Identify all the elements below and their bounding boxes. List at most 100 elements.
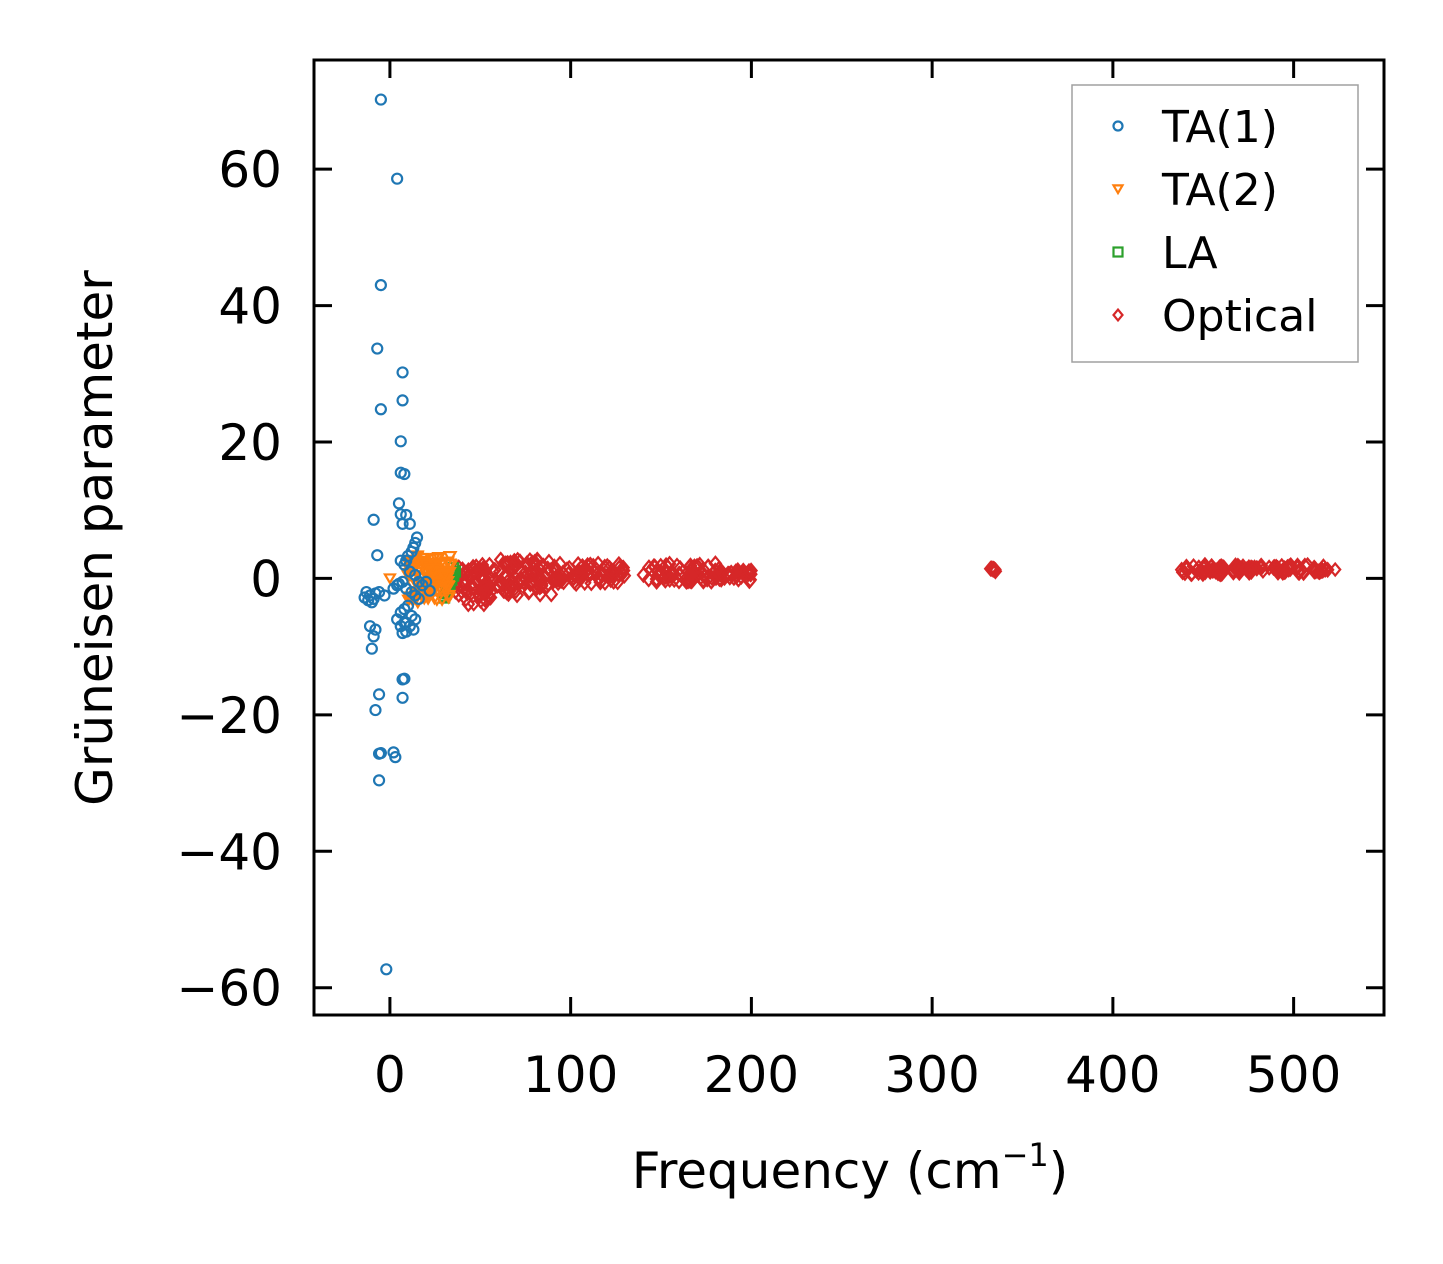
point-optical bbox=[605, 564, 619, 581]
point-ta1 bbox=[396, 517, 409, 530]
point-optical bbox=[708, 562, 723, 579]
point-optical bbox=[1175, 563, 1190, 581]
point-optical bbox=[533, 586, 548, 603]
point-optical bbox=[478, 563, 493, 580]
point-ta1 bbox=[409, 589, 422, 602]
point-optical bbox=[684, 565, 699, 583]
point-optical bbox=[584, 574, 599, 592]
point-optical bbox=[1244, 563, 1259, 581]
point-ta2 bbox=[382, 573, 397, 586]
y-tick-label: 0 bbox=[250, 550, 282, 608]
point-ta1 bbox=[394, 606, 407, 619]
point-optical bbox=[555, 564, 570, 582]
legend-marker bbox=[1111, 184, 1125, 196]
point-optical bbox=[682, 565, 697, 583]
point-optical bbox=[611, 555, 626, 573]
point-optical bbox=[493, 551, 508, 568]
y-tick-label: 20 bbox=[218, 414, 282, 472]
point-optical bbox=[523, 567, 538, 584]
y-tick-label: 40 bbox=[218, 278, 282, 336]
point-ta2 bbox=[441, 592, 457, 605]
point-optical bbox=[574, 558, 589, 576]
point-optical bbox=[728, 563, 743, 580]
point-ta2 bbox=[415, 552, 430, 565]
y-axis-label: Grüneisen parameter bbox=[66, 270, 124, 806]
point-ta1 bbox=[423, 584, 436, 597]
point-ta1 bbox=[407, 623, 420, 636]
y-tick-label: −60 bbox=[176, 960, 282, 1018]
point-ta1 bbox=[401, 599, 415, 612]
point-ta2 bbox=[440, 556, 456, 570]
point-ta1 bbox=[403, 517, 416, 530]
point-ta1 bbox=[412, 592, 425, 605]
point-ta1 bbox=[367, 513, 380, 526]
point-ta1 bbox=[396, 394, 409, 407]
x-axis-label-text: Frequency (cm bbox=[632, 1142, 1002, 1200]
point-ta1 bbox=[391, 172, 404, 185]
legend-marker bbox=[1112, 246, 1124, 258]
point-optical bbox=[513, 570, 528, 587]
plot-frame bbox=[312, 58, 1386, 1017]
point-ta1 bbox=[409, 568, 422, 582]
point-optical bbox=[527, 553, 542, 571]
x-tick-label: 300 bbox=[884, 1046, 979, 1104]
point-optical bbox=[505, 558, 519, 576]
point-ta1 bbox=[371, 549, 384, 562]
legend-label: Optical bbox=[1162, 291, 1317, 342]
y-tick-label: −40 bbox=[176, 823, 282, 881]
point-ta1 bbox=[367, 630, 380, 643]
point-optical bbox=[461, 595, 476, 613]
x-tick-label: 400 bbox=[1065, 1046, 1160, 1104]
x-axis-label-end: ) bbox=[1049, 1142, 1069, 1200]
point-optical bbox=[477, 590, 492, 608]
point-ta1 bbox=[396, 366, 409, 379]
point-optical bbox=[586, 557, 601, 575]
point-optical bbox=[1232, 558, 1246, 576]
point-ta1 bbox=[394, 554, 407, 567]
point-optical bbox=[508, 582, 523, 600]
point-optical bbox=[504, 580, 519, 597]
y-tick-label: 60 bbox=[218, 141, 282, 199]
series-ta1 bbox=[358, 93, 436, 976]
point-ta1 bbox=[398, 467, 411, 481]
legend-label: LA bbox=[1162, 228, 1218, 279]
point-optical bbox=[1213, 565, 1228, 583]
point-ta1 bbox=[396, 575, 409, 588]
point-ta1 bbox=[398, 603, 411, 616]
point-optical bbox=[477, 578, 492, 596]
point-ta1 bbox=[400, 616, 413, 629]
point-optical bbox=[721, 565, 735, 583]
y-tick-label: −20 bbox=[176, 687, 282, 745]
axis-ticks bbox=[314, 60, 1384, 1015]
x-tick-label: 0 bbox=[374, 1046, 406, 1104]
point-optical bbox=[1196, 559, 1211, 577]
point-ta1 bbox=[369, 703, 382, 717]
point-ta1 bbox=[374, 403, 387, 416]
point-optical bbox=[1269, 558, 1284, 576]
legend: TA(1) TA(2) LA Optical bbox=[1071, 84, 1359, 363]
point-ta1 bbox=[394, 435, 407, 448]
point-ta1 bbox=[369, 623, 382, 636]
point-optical bbox=[984, 560, 999, 578]
point-optical bbox=[533, 571, 548, 589]
x-tick-label: 500 bbox=[1246, 1046, 1341, 1104]
y-tick-labels: −60 −40 −20 0 20 40 60 bbox=[176, 141, 282, 1018]
point-optical bbox=[1328, 561, 1342, 578]
point-ta1 bbox=[396, 691, 409, 704]
point-optical bbox=[542, 553, 556, 571]
point-ta1 bbox=[372, 774, 386, 787]
point-ta2 bbox=[437, 569, 452, 582]
point-optical bbox=[476, 559, 491, 577]
point-optical bbox=[494, 575, 509, 593]
point-optical bbox=[662, 571, 677, 588]
point-optical bbox=[501, 585, 516, 603]
point-optical bbox=[671, 565, 686, 583]
point-optical bbox=[670, 557, 684, 575]
point-optical bbox=[742, 562, 756, 580]
point-optical bbox=[461, 568, 476, 586]
point-ta1 bbox=[374, 279, 387, 292]
point-ta1 bbox=[372, 688, 386, 701]
point-optical bbox=[1247, 559, 1262, 576]
point-optical bbox=[1307, 559, 1322, 577]
